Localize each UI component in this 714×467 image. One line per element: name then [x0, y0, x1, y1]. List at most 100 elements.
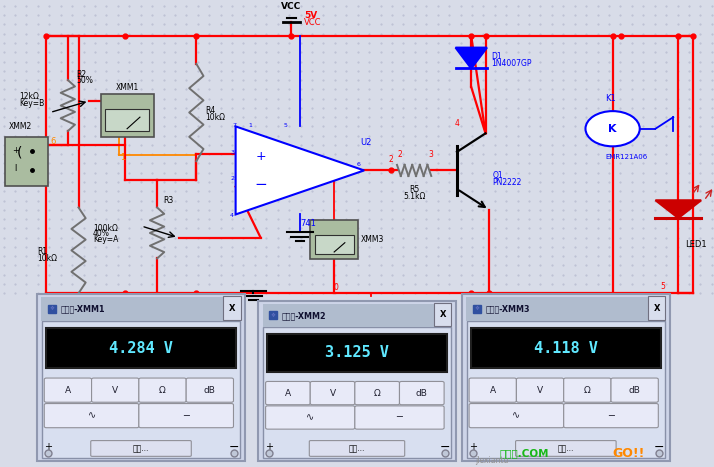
- Text: 万用表-XMM3: 万用表-XMM3: [486, 304, 530, 313]
- Text: ∿: ∿: [88, 410, 96, 421]
- Text: K1: K1: [605, 94, 616, 103]
- FancyBboxPatch shape: [355, 382, 400, 405]
- Text: R5: R5: [409, 185, 419, 194]
- Text: +: +: [265, 442, 273, 452]
- Text: 1: 1: [248, 122, 252, 127]
- Text: X: X: [228, 304, 236, 313]
- Text: GO!!: GO!!: [613, 447, 645, 460]
- Text: ∿: ∿: [513, 410, 521, 421]
- FancyBboxPatch shape: [223, 297, 241, 320]
- FancyBboxPatch shape: [309, 440, 405, 456]
- Text: 1: 1: [120, 153, 126, 162]
- Text: EMR121A06: EMR121A06: [605, 154, 648, 160]
- Text: 4.118 V: 4.118 V: [534, 341, 598, 356]
- Polygon shape: [456, 48, 487, 69]
- Text: K: K: [608, 124, 617, 134]
- Text: jlexiantu: jlexiantu: [475, 456, 508, 465]
- Text: D1: D1: [491, 52, 502, 61]
- Text: 100kΩ: 100kΩ: [93, 224, 118, 233]
- FancyBboxPatch shape: [471, 328, 661, 368]
- Text: 设置...: 设置...: [558, 444, 574, 453]
- FancyBboxPatch shape: [516, 440, 616, 456]
- Text: 5: 5: [660, 282, 665, 290]
- FancyBboxPatch shape: [564, 378, 611, 402]
- FancyBboxPatch shape: [434, 304, 451, 326]
- FancyBboxPatch shape: [355, 406, 444, 429]
- FancyBboxPatch shape: [564, 403, 658, 428]
- Text: ❖: ❖: [475, 306, 479, 311]
- Text: 万用表-XMM2: 万用表-XMM2: [282, 311, 327, 320]
- Text: −: −: [654, 440, 664, 453]
- Text: V: V: [112, 386, 119, 395]
- FancyBboxPatch shape: [37, 294, 245, 461]
- Text: 万用表-XMM1: 万用表-XMM1: [61, 304, 105, 313]
- FancyBboxPatch shape: [139, 378, 186, 402]
- Text: 741: 741: [300, 219, 316, 228]
- Text: Q1: Q1: [493, 170, 503, 180]
- FancyBboxPatch shape: [469, 403, 564, 428]
- Text: 2: 2: [389, 155, 393, 164]
- Text: −: −: [254, 177, 267, 192]
- FancyBboxPatch shape: [42, 321, 240, 458]
- FancyBboxPatch shape: [516, 378, 564, 402]
- Text: 1N4007GP: 1N4007GP: [491, 59, 532, 68]
- Text: A: A: [65, 386, 71, 395]
- Text: X: X: [439, 311, 446, 319]
- Text: ─: ─: [396, 412, 403, 423]
- Circle shape: [585, 111, 640, 146]
- Text: ─: ─: [183, 410, 189, 421]
- Text: 设置...: 设置...: [133, 444, 149, 453]
- Text: +: +: [256, 150, 266, 163]
- Text: Ω: Ω: [159, 386, 166, 395]
- Text: 12kΩ: 12kΩ: [19, 92, 39, 101]
- FancyBboxPatch shape: [44, 403, 139, 428]
- Text: −: −: [440, 440, 450, 453]
- Text: U2: U2: [361, 138, 372, 147]
- Text: XMM2: XMM2: [9, 122, 32, 131]
- FancyBboxPatch shape: [91, 378, 139, 402]
- Text: 3: 3: [429, 149, 433, 158]
- Text: 4: 4: [455, 120, 459, 128]
- Text: Ω: Ω: [374, 389, 381, 397]
- Text: 2: 2: [230, 176, 234, 181]
- Text: VCC: VCC: [304, 18, 322, 27]
- FancyBboxPatch shape: [462, 294, 670, 461]
- Text: VCC: VCC: [281, 1, 301, 11]
- Text: ∿: ∿: [306, 412, 314, 423]
- Text: dB: dB: [204, 386, 216, 395]
- Text: R4: R4: [205, 106, 215, 115]
- FancyBboxPatch shape: [467, 321, 665, 458]
- FancyBboxPatch shape: [266, 382, 310, 405]
- Text: 7: 7: [232, 122, 236, 127]
- Text: 0: 0: [333, 283, 338, 292]
- FancyBboxPatch shape: [400, 382, 444, 405]
- Text: PN2222: PN2222: [493, 177, 522, 186]
- Text: −: −: [229, 440, 239, 453]
- FancyBboxPatch shape: [139, 403, 233, 428]
- Text: dB: dB: [629, 386, 640, 395]
- FancyBboxPatch shape: [469, 378, 516, 402]
- Text: 3.125 V: 3.125 V: [325, 346, 389, 361]
- Text: LED1: LED1: [685, 240, 707, 249]
- Text: 5: 5: [283, 122, 288, 127]
- Text: Ω: Ω: [584, 386, 590, 395]
- FancyBboxPatch shape: [314, 235, 354, 255]
- FancyBboxPatch shape: [266, 406, 355, 429]
- Text: XMM3: XMM3: [361, 235, 384, 244]
- Text: 3: 3: [230, 150, 234, 156]
- Text: 2: 2: [398, 149, 402, 158]
- FancyBboxPatch shape: [466, 297, 665, 321]
- Text: Key=A: Key=A: [93, 235, 119, 244]
- FancyBboxPatch shape: [44, 378, 91, 402]
- Text: 40%: 40%: [93, 229, 110, 239]
- Text: 5V: 5V: [304, 11, 318, 20]
- Text: +: +: [468, 442, 477, 452]
- Text: 6: 6: [51, 136, 56, 146]
- FancyBboxPatch shape: [186, 378, 233, 402]
- FancyBboxPatch shape: [263, 327, 451, 458]
- FancyBboxPatch shape: [5, 137, 48, 186]
- Text: 50%: 50%: [76, 76, 94, 85]
- Polygon shape: [236, 127, 364, 214]
- Text: 插线图.COM: 插线图.COM: [500, 449, 549, 459]
- Text: R1: R1: [37, 247, 47, 256]
